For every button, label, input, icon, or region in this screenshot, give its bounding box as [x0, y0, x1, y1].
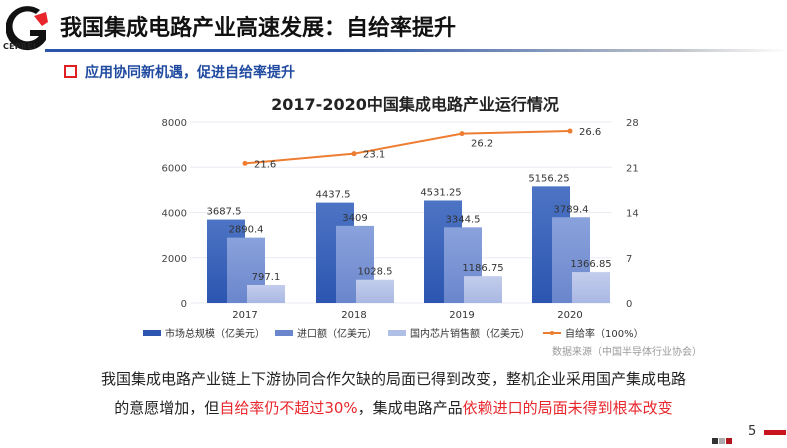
line-point	[242, 160, 248, 166]
line-self-sufficiency	[244, 130, 571, 165]
y-right-tick-label: 7	[626, 254, 632, 265]
line-value-label: 23.1	[363, 150, 385, 161]
y-left-tick-label: 0	[181, 299, 187, 310]
x-tick-label: 2019	[449, 310, 474, 321]
y-right-tick-label: 0	[626, 299, 632, 310]
body-line-1: 我国集成电路产业链上下游协同合作欠缺的局面已得到改变，整机企业采用国产集成电路	[100, 370, 686, 388]
bar-value-label: 3789.4	[554, 204, 589, 215]
bar-value-label: 1186.75	[462, 263, 503, 274]
chart: 2017-2020中国集成电路产业运行情况 02000400060008000 …	[143, 95, 644, 340]
x-tick-label: 2018	[341, 310, 366, 321]
bar-domestic-sales	[247, 284, 285, 303]
legend-swatch	[143, 330, 161, 336]
y-right-tick-label: 21	[626, 163, 639, 174]
y-right-tick-label: 28	[626, 118, 639, 129]
y-right-tick-label: 14	[626, 209, 639, 220]
bar-value-label: 4531.25	[420, 187, 461, 198]
highlight-import-dependence: 依赖进口的局面未得到根本改变	[462, 399, 673, 417]
page-number: 5	[748, 424, 757, 439]
bar-value-label: 4437.5	[316, 190, 351, 201]
line-value-label: 26.6	[579, 127, 601, 138]
x-tick-label: 2017	[232, 310, 257, 321]
legend-point-swatch	[550, 331, 554, 335]
bar-value-label: 5156.25	[528, 173, 569, 184]
legend-swatch	[388, 330, 406, 336]
x-tick-label: 2020	[557, 310, 582, 321]
y-left-tick-label: 6000	[162, 163, 187, 174]
title-divider	[45, 49, 787, 52]
bar-domestic-sales	[464, 276, 502, 303]
bar-domestic-sales	[356, 279, 394, 303]
body-line-2-part-1: 的意愿增加，但	[114, 399, 220, 417]
highlight-self-sufficiency: 自给率仍不超过30%	[219, 399, 358, 417]
body-line-2-part-3: ，集成电路产品	[357, 399, 463, 417]
logo-mark-icon	[6, 6, 48, 51]
bar-value-label: 1028.5	[358, 267, 393, 278]
bar-value-label: 2890.4	[229, 225, 264, 236]
bar-value-label: 1366.85	[570, 259, 611, 270]
logo-text: CEPREI	[3, 42, 37, 51]
line-point	[459, 131, 465, 137]
line-point	[351, 151, 357, 157]
legend-label: 市场总规模（亿美元）	[165, 327, 265, 340]
bar-domestic-sales	[572, 272, 610, 303]
chart-title: 2017-2020中国集成电路产业运行情况	[271, 95, 559, 114]
body-line-2: 的意愿增加，但自给率仍不超过30%，集成电路产品依赖进口的局面未得到根本改变	[0, 397, 787, 418]
y-left-tick-label: 2000	[162, 254, 187, 265]
line-value-label: 26.2	[471, 139, 493, 150]
line-value-label: 21.6	[254, 159, 276, 170]
legend-label: 自给率（100%）	[565, 327, 644, 340]
bar-value-label: 3344.5	[446, 214, 481, 225]
subtitle-text: 应用协同新机遇，促进自给率提升	[85, 65, 295, 81]
y-left-tick-label: 8000	[162, 118, 187, 129]
legend-label: 国内芯片销售额（亿美元）	[410, 327, 530, 340]
y-left-tick-label: 4000	[162, 209, 187, 220]
bar-value-label: 3409	[342, 213, 367, 224]
bar-value-label: 3687.5	[207, 207, 242, 218]
line-point	[567, 128, 573, 134]
bar-value-label: 797.1	[252, 272, 281, 283]
square-bullet-icon	[64, 64, 77, 78]
legend-label: 进口额（亿美元）	[297, 327, 377, 340]
footer-bar	[764, 430, 786, 435]
page-title: 我国集成电路产业高速发展：自给率提升	[60, 16, 457, 41]
section-subtitle: 应用协同新机遇，促进自给率提升	[64, 62, 295, 82]
data-source: 数据来源（中国半导体行业协会）	[552, 347, 702, 358]
legend-swatch	[275, 330, 293, 336]
